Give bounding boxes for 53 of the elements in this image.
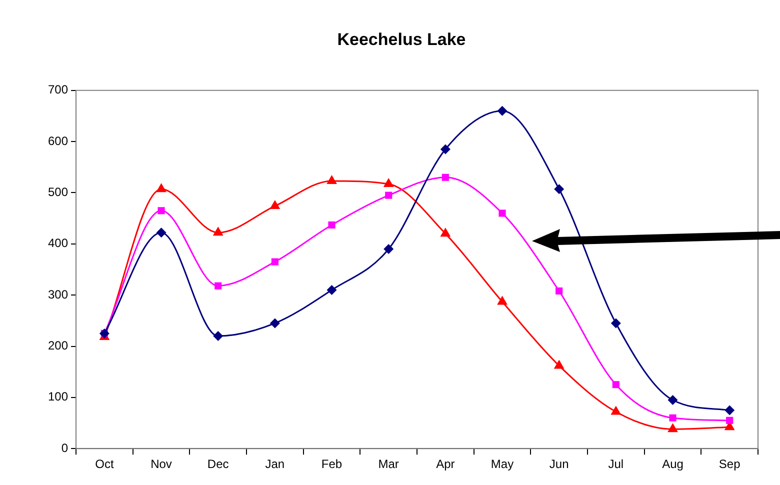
point	[385, 192, 392, 199]
x-tick-label: Jun	[549, 457, 569, 472]
x-tick-label: Feb	[321, 457, 342, 472]
point	[270, 318, 280, 328]
point	[610, 318, 621, 328]
point	[328, 221, 336, 229]
y-tick-label: 100	[48, 390, 68, 404]
y-tick-label: 700	[48, 82, 68, 97]
x-tick-label: Dec	[207, 457, 229, 472]
point	[271, 258, 278, 266]
point	[158, 207, 165, 214]
y-tick-label: 400	[48, 236, 68, 250]
point	[440, 144, 450, 154]
x-tick-label: Oct	[95, 457, 114, 472]
point	[383, 178, 394, 188]
point	[610, 406, 622, 415]
point	[556, 287, 563, 295]
point	[554, 360, 564, 369]
point	[156, 183, 166, 192]
y-tick-label: 600	[48, 134, 68, 148]
y-tick-label: 0	[61, 440, 68, 455]
x-tick-label: Sep	[718, 457, 741, 472]
x-tick-label: Jul	[608, 457, 624, 472]
x-tick-label: May	[490, 457, 514, 472]
point	[212, 226, 224, 236]
point	[270, 200, 280, 210]
point	[668, 423, 678, 432]
x-tick-label: Apr	[436, 457, 455, 472]
point	[668, 394, 678, 405]
point	[156, 228, 166, 238]
point	[214, 282, 222, 290]
point	[612, 381, 620, 388]
chart-title: Keechelus Lake	[337, 30, 466, 49]
x-tick-label: Mar	[378, 457, 399, 472]
x-tick-label: Jan	[265, 457, 285, 472]
point	[497, 296, 508, 305]
point	[724, 405, 735, 416]
x-tick-label: Aug	[662, 457, 684, 472]
point	[442, 174, 449, 181]
point	[726, 416, 734, 424]
point	[554, 184, 564, 194]
point	[497, 106, 508, 116]
point	[669, 414, 676, 422]
point	[326, 284, 337, 295]
point	[440, 228, 451, 237]
point	[384, 244, 394, 254]
y-tick-label: 300	[48, 287, 68, 302]
y-tick-label: 500	[48, 185, 68, 200]
y-tick-label: 200	[48, 338, 68, 353]
point	[213, 331, 224, 342]
x-tick-label: Nov	[150, 457, 172, 472]
point	[498, 210, 506, 217]
point	[326, 174, 337, 184]
